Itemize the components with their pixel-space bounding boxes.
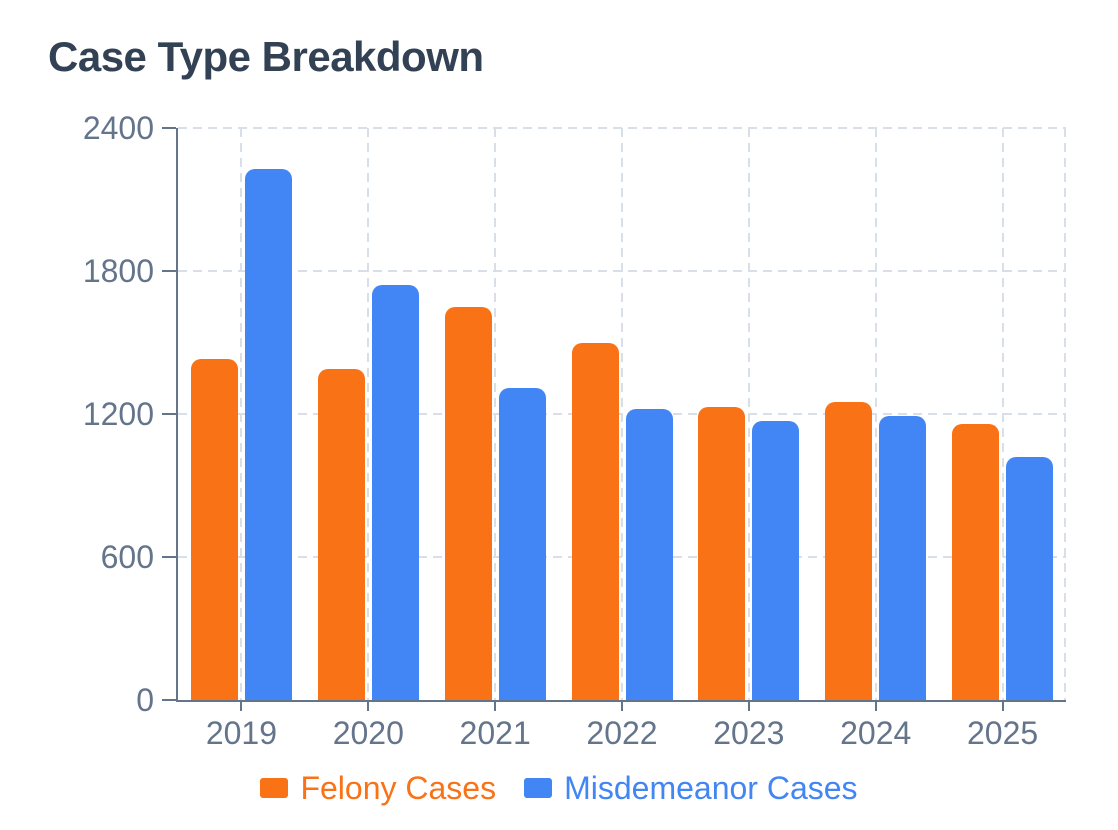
x-axis-tick-2025 [1001,702,1004,711]
legend-swatch-misdemeanor-icon [524,778,553,798]
x-axis-tick-2022 [621,702,623,711]
bar-misdemeanor-2020[interactable] [371,285,419,700]
x-axis-tick-2021 [494,702,497,711]
x-axis-line [176,700,1066,702]
x-axis-tick-label-2023: 2023 [713,715,785,751]
bar-felony-2022[interactable] [571,342,619,700]
y-axis-tick-label-1200: 1200 [82,396,154,432]
bar-misdemeanor-2023[interactable] [752,421,800,700]
chart-title: Case Type Breakdown [48,33,484,80]
gridline-vertical-2022 [621,128,623,700]
bar-misdemeanor-2021[interactable] [498,387,546,700]
legend-label-misdemeanor: Misdemeanor Cases [564,769,858,806]
bar-felony-2019[interactable] [190,359,238,700]
x-axis-tick-label-2021: 2021 [459,715,531,751]
bar-misdemeanor-2024[interactable] [879,416,927,700]
x-axis-tick-label-2019: 2019 [205,715,278,751]
y-axis-line [176,128,178,702]
y-axis-tick-1800 [162,270,176,272]
gridline-vertical-2020 [367,128,370,700]
y-axis-tick-2400 [162,127,176,129]
gridline-vertical-2023 [747,128,750,700]
bar-felony-2021[interactable] [444,306,492,700]
bar-felony-2025[interactable] [952,423,1000,700]
bar-felony-2024[interactable] [825,402,873,700]
gridline-vertical-2019 [240,128,243,700]
y-axis-tick-600 [162,556,176,558]
y-axis-tick-0 [162,699,176,701]
x-axis-tick-2019 [240,702,243,711]
legend-item-felony[interactable]: Felony Cases [260,770,496,807]
y-axis-tick-label-0: 0 [136,682,154,718]
chart-legend: Felony Cases Misdemeanor Cases [0,762,1118,814]
x-axis-tick-label-2025: 2025 [966,715,1039,751]
gridline-vertical-right-edge [1064,128,1066,700]
gridline-vertical-2025 [1001,128,1004,700]
y-axis-tick-1200 [162,413,176,415]
x-axis-tick-label-2020: 2020 [332,715,404,751]
bar-misdemeanor-2019[interactable] [244,168,292,700]
gridline-vertical-2021 [494,128,497,700]
x-axis-tick-label-2022: 2022 [586,715,658,751]
gridline-vertical-2024 [874,128,877,700]
legend-label-felony: Felony Cases [300,769,497,806]
legend-item-misdemeanor[interactable]: Misdemeanor Cases [524,769,858,807]
bar-misdemeanor-2022[interactable] [625,409,673,700]
y-axis-tick-label-1800: 1800 [82,253,154,289]
x-axis-tick-label-2024: 2024 [840,715,912,751]
y-axis-tick-label-2400: 2400 [82,110,154,146]
bar-felony-2023[interactable] [698,406,746,700]
bar-misdemeanor-2025[interactable] [1006,456,1054,700]
legend-swatch-felony-icon [260,778,289,798]
x-axis-tick-2020 [367,702,370,711]
x-axis-tick-2023 [747,702,750,711]
x-axis-tick-2024 [874,702,877,711]
bar-felony-2020[interactable] [317,368,365,700]
y-axis-tick-label-600: 600 [100,539,154,575]
